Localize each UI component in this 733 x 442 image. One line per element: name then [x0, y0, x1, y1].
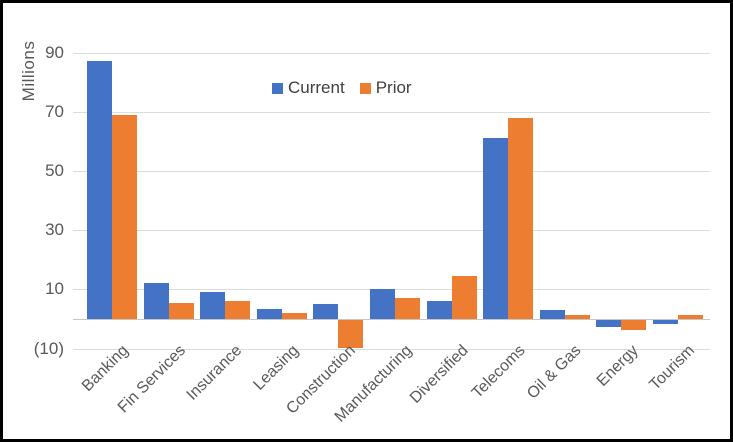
category-label-leasing: Leasing [250, 342, 302, 394]
bar-prior-tourism [678, 314, 703, 319]
bar-current-energy [596, 320, 622, 328]
category-label-insurance: Insurance [183, 342, 246, 404]
x-axis-line [73, 319, 710, 320]
legend: Current Prior [272, 78, 412, 98]
legend-label-current: Current [288, 78, 345, 97]
bar-current-leasing [256, 308, 282, 319]
legend-swatch-prior [359, 82, 371, 94]
bar-current-telecoms [483, 138, 509, 319]
bar-prior-leasing [281, 313, 307, 319]
gridline-70 [73, 111, 710, 113]
bar-prior-construction [338, 320, 364, 349]
bar-prior-energy [621, 320, 647, 331]
y-tick-label-70: 70 [45, 101, 64, 121]
y-tick-label-30: 30 [45, 220, 64, 240]
bar-prior-oil-gas [564, 314, 590, 319]
legend-label-prior: Prior [375, 78, 412, 97]
bar-current-tourism [653, 320, 678, 325]
gridline-90 [73, 52, 710, 54]
bar-prior-telecoms [508, 117, 534, 319]
bar-current-diversified [426, 301, 452, 319]
gridline--10 [73, 348, 710, 350]
y-tick-label-10: 10 [45, 279, 64, 299]
bar-prior-fin-services [168, 302, 194, 319]
legend-item-prior: Prior [359, 78, 412, 98]
category-label-telecoms: Telecoms [468, 342, 529, 402]
category-label-diversified: Diversified [406, 342, 472, 407]
gridline-50 [73, 171, 710, 172]
category-label-tourism: Tourism [646, 342, 699, 394]
bar-current-banking [87, 61, 112, 319]
gridline-30 [73, 230, 710, 232]
bar-prior-diversified [451, 276, 477, 319]
y-tick-label-50: 50 [45, 161, 64, 180]
y-tick-label--10: (10) [33, 338, 64, 358]
bar-current-fin-services [143, 283, 169, 319]
bar-current-insurance [200, 292, 226, 319]
bar-current-manufacturing [370, 289, 395, 319]
legend-item-current: Current [272, 78, 345, 98]
bar-prior-insurance [225, 301, 251, 319]
category-label-oil-gas: Oil & Gas [524, 342, 585, 403]
bar-prior-manufacturing [395, 298, 420, 319]
category-label-banking: Banking [79, 342, 133, 395]
bar-prior-banking [112, 114, 137, 319]
bar-current-oil-gas [539, 310, 565, 319]
y-tick-label-90: 90 [45, 42, 64, 62]
legend-swatch-current [272, 82, 283, 94]
bar-current-construction [313, 304, 339, 319]
